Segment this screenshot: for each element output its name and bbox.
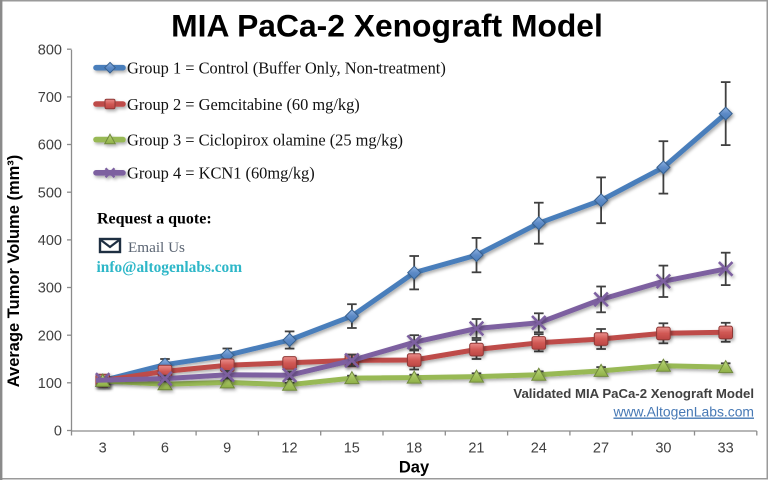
svg-text:Group 4 = KCN1 (60mg/kg): Group 4 = KCN1 (60mg/kg) xyxy=(127,163,315,182)
svg-text:30: 30 xyxy=(655,441,671,457)
svg-text:100: 100 xyxy=(38,376,62,392)
svg-text:9: 9 xyxy=(223,441,231,457)
svg-text:Day: Day xyxy=(399,459,430,477)
svg-text:15: 15 xyxy=(344,441,360,457)
svg-text:Group 3 = Ciclopirox olamine (: Group 3 = Ciclopirox olamine (25 mg/kg) xyxy=(127,131,403,150)
svg-text:27: 27 xyxy=(593,441,609,457)
svg-text:200: 200 xyxy=(38,328,62,344)
svg-text:21: 21 xyxy=(468,441,484,457)
svg-text:Group 2 = Gemcitabine (60 mg/k: Group 2 = Gemcitabine (60 mg/kg) xyxy=(127,95,360,114)
svg-text:12: 12 xyxy=(281,441,297,457)
svg-text:400: 400 xyxy=(38,233,62,249)
svg-text:24: 24 xyxy=(531,441,547,457)
svg-text:Email Us: Email Us xyxy=(128,239,185,256)
svg-text:300: 300 xyxy=(38,281,62,297)
svg-text:6: 6 xyxy=(161,441,169,457)
svg-text:www.AltogenLabs.com: www.AltogenLabs.com xyxy=(612,404,754,420)
svg-text:Validated MIA PaCa-2 Xenograft: Validated MIA PaCa-2 Xenograft Model xyxy=(513,386,754,401)
svg-text:3: 3 xyxy=(99,441,107,457)
svg-text:800: 800 xyxy=(38,42,62,58)
svg-text:MIA PaCa-2 Xenograft Model: MIA PaCa-2 Xenograft Model xyxy=(171,8,603,44)
svg-text:33: 33 xyxy=(718,441,734,457)
svg-text:Group 1 = Control (Buffer Only: Group 1 = Control (Buffer Only, Non-trea… xyxy=(127,58,446,77)
svg-text:700: 700 xyxy=(38,90,62,106)
svg-text:0: 0 xyxy=(54,424,62,440)
svg-text:500: 500 xyxy=(38,185,62,201)
svg-text:Request a quote:: Request a quote: xyxy=(97,211,212,228)
svg-text:info@altogenlabs.com: info@altogenlabs.com xyxy=(97,259,243,276)
svg-text:Average Tumor Volume (mm³): Average Tumor Volume (mm³) xyxy=(5,155,23,388)
svg-text:600: 600 xyxy=(38,138,62,154)
svg-text:18: 18 xyxy=(406,441,422,457)
